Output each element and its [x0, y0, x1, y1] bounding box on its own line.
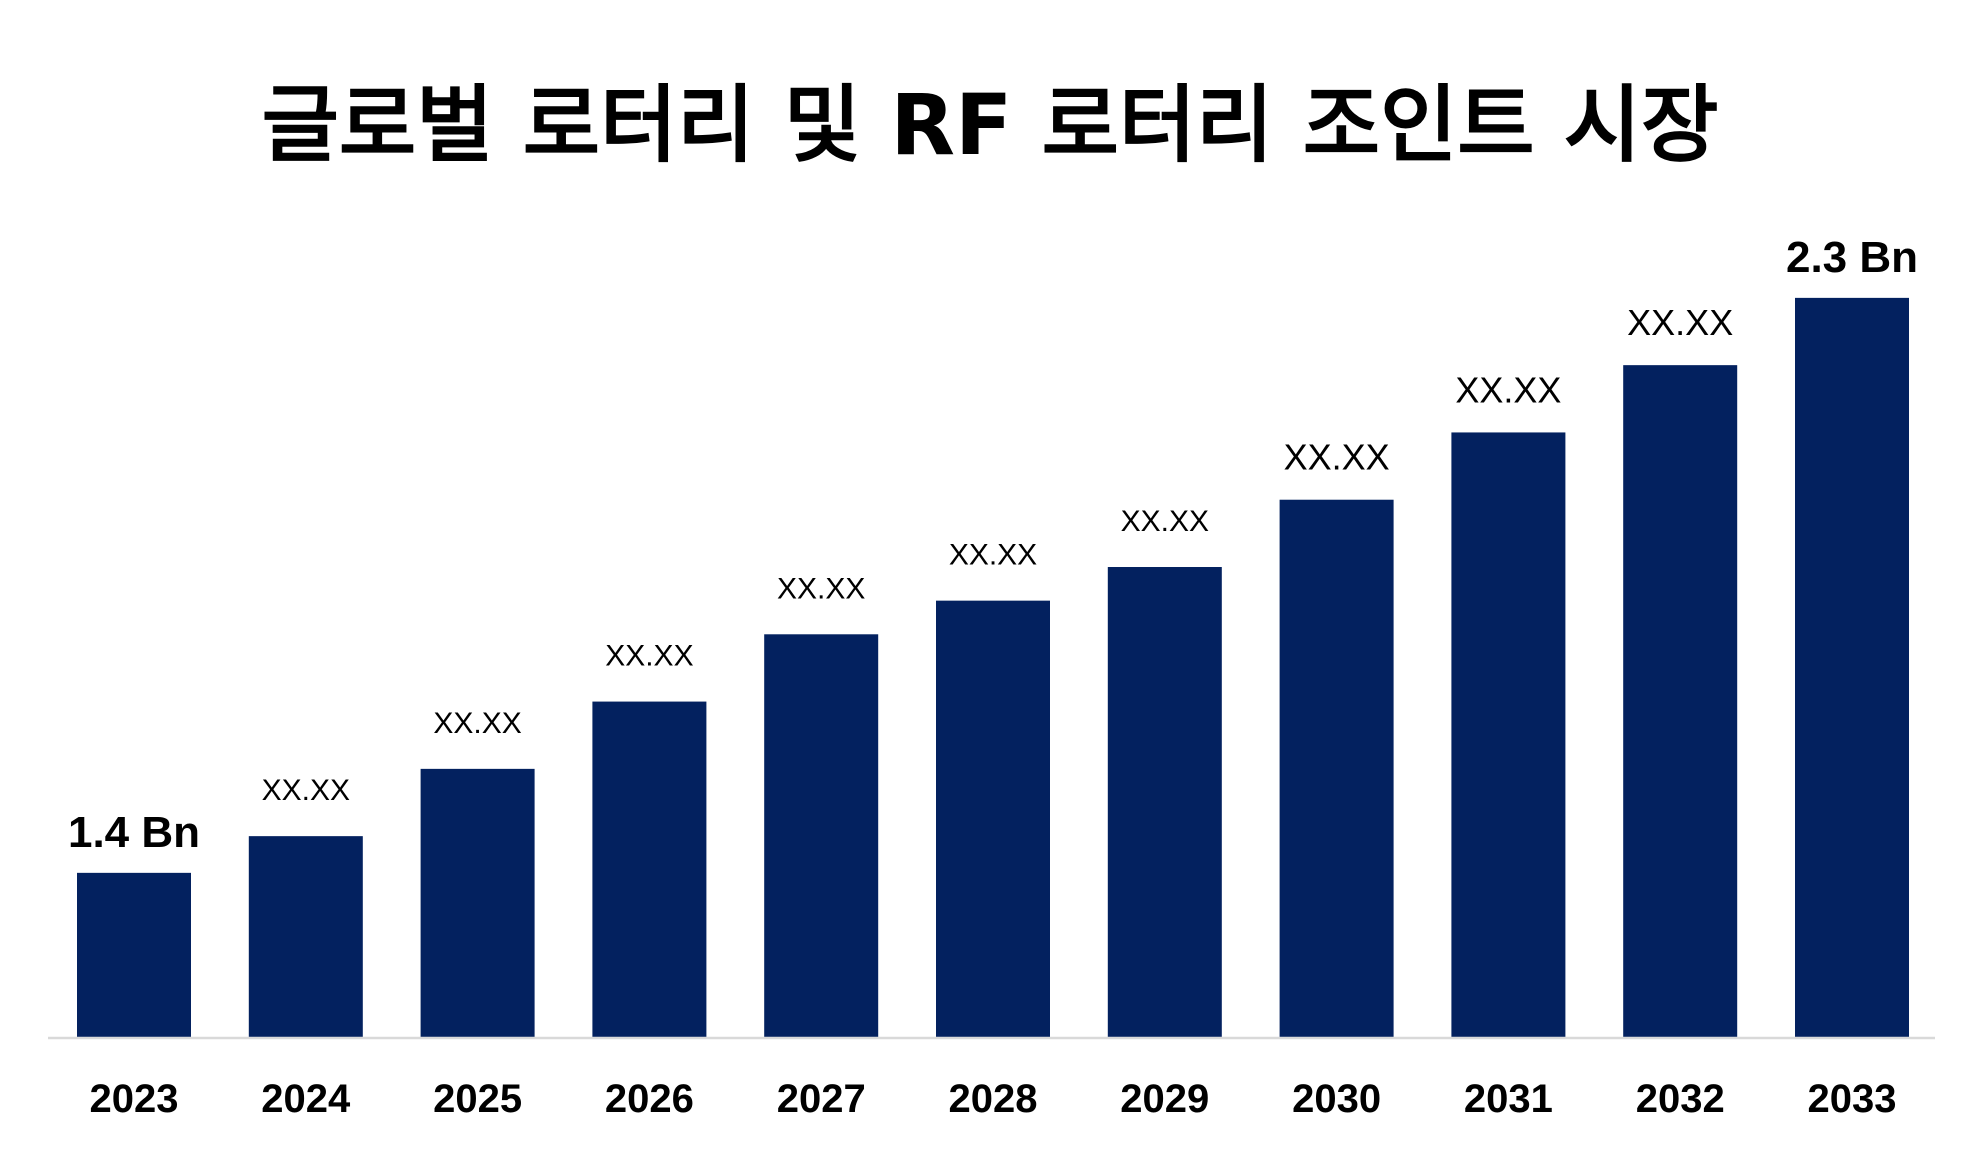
bars-group [77, 297, 1909, 1038]
data-label-2025: XX.XX [433, 707, 521, 740]
data-label-2029: XX.XX [1121, 505, 1209, 538]
data-label-2027: XX.XX [777, 572, 865, 605]
bar-2030 [1279, 499, 1394, 1038]
bar-2029 [1107, 567, 1222, 1038]
x-tick-label-2033: 2033 [1808, 1077, 1897, 1121]
x-axis-tick-labels: 2023 2024 2025 2026 2027 2028 2029 2030 2031 2032… [90, 1077, 1897, 1121]
data-label-2023: 1.4 Bn [68, 808, 200, 857]
x-tick-label-2029: 2029 [1120, 1077, 1209, 1121]
data-label-2028: XX.XX [949, 539, 1037, 572]
data-label-2032: XX.XX [1627, 302, 1733, 343]
x-tick-label-2032: 2032 [1636, 1077, 1725, 1121]
x-tick-label-2024: 2024 [261, 1077, 351, 1121]
data-label-2026: XX.XX [605, 640, 693, 673]
x-tick-label-2027: 2027 [777, 1077, 866, 1121]
data-label-2033: 2.3 Bn [1786, 233, 1918, 282]
bar-2025 [420, 768, 535, 1038]
x-tick-label-2031: 2031 [1464, 1077, 1553, 1121]
bar-2033 [1795, 297, 1909, 1038]
data-label-2024: XX.XX [262, 774, 350, 807]
bar-2028 [936, 600, 1050, 1038]
bar-2032 [1623, 365, 1738, 1038]
data-label-2030: XX.XX [1284, 437, 1390, 478]
chart-title: 글로벌 로터리 및 RF 로터리 조인트 시장 [261, 76, 1719, 174]
x-tick-label-2025: 2025 [433, 1077, 522, 1121]
bar-2031 [1451, 432, 1566, 1038]
x-tick-label-2028: 2028 [949, 1077, 1038, 1121]
bar-2024 [248, 836, 363, 1038]
x-tick-label-2026: 2026 [605, 1077, 694, 1121]
bar-2023 [77, 872, 191, 1038]
bar-2026 [592, 701, 707, 1038]
x-tick-label-2030: 2030 [1292, 1077, 1381, 1121]
x-tick-label-2023: 2023 [90, 1077, 179, 1121]
data-label-2031: XX.XX [1455, 369, 1561, 410]
data-labels-group: 1.4 Bn XX.XX XX.XX XX.XX XX.XX XX.XX XX.XX XX.X… [68, 233, 1918, 857]
bar-2027 [764, 634, 879, 1038]
